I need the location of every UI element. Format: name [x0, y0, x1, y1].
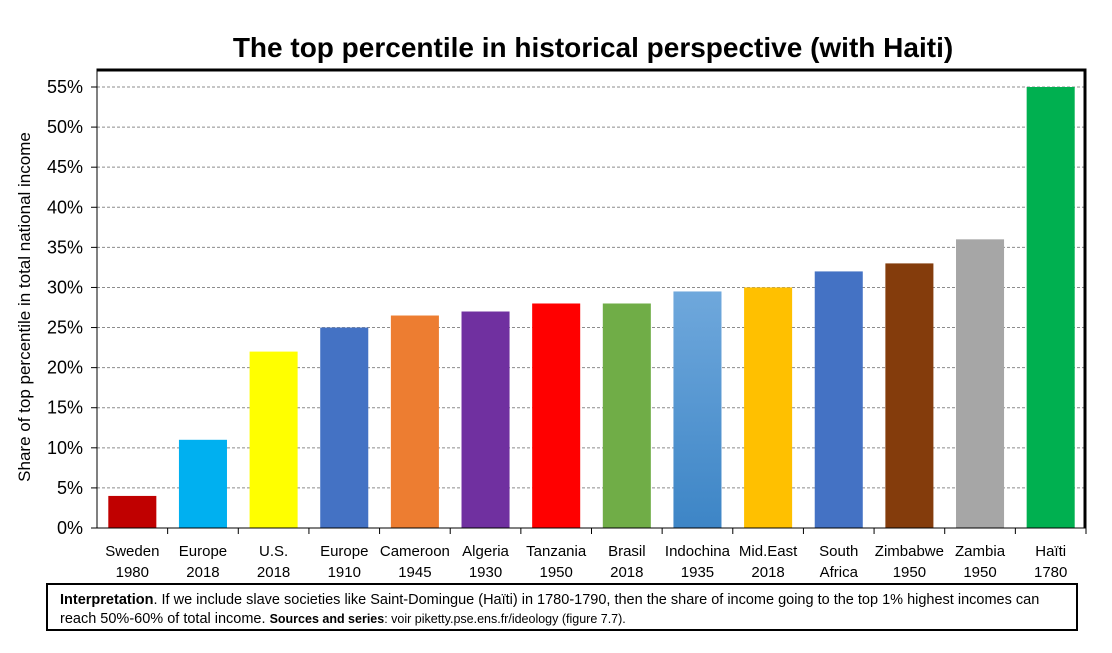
x-category-label: Cameroon	[380, 543, 450, 560]
x-category-label: Tanzania	[526, 543, 587, 560]
interpretation-text: . If we include slave societies like Sai…	[60, 592, 1040, 627]
x-category-sublabel: 1950	[893, 564, 926, 581]
x-category-label: Sweden	[105, 543, 159, 560]
interpretation-label: Interpretation	[60, 592, 154, 608]
x-category-sublabel: 1910	[328, 564, 361, 581]
bar	[1026, 87, 1075, 528]
y-tick-label: 40%	[47, 197, 83, 217]
x-category-sublabel: 2018	[257, 564, 290, 581]
x-category-label: Zambia	[955, 543, 1006, 560]
y-tick-label: 25%	[47, 318, 83, 338]
y-tick-label: 35%	[47, 237, 83, 257]
interpretation-note: Interpretation. If we include slave soci…	[46, 583, 1078, 631]
y-axis-title: Share of top percentile in total nationa…	[15, 132, 34, 482]
bar	[320, 327, 369, 528]
bar	[673, 291, 722, 528]
x-category-label: Brasil	[608, 543, 646, 560]
y-tick-labels: 0% 5% 10% 15% 20% 25% 30% 35% 40% 45% 50% 55%	[47, 77, 97, 538]
x-category-sublabel: 1950	[539, 564, 572, 581]
grid-lines	[97, 86, 1086, 489]
x-category-label: Europe	[320, 543, 368, 560]
x-category-sublabel: Africa	[820, 564, 859, 581]
x-category-label: Algeria	[462, 543, 509, 560]
x-category-label: Mid.East	[739, 543, 798, 560]
bar	[956, 239, 1005, 528]
x-category-sublabel: 2018	[186, 564, 219, 581]
bar	[108, 495, 157, 528]
y-tick-label: 5%	[57, 478, 83, 498]
bar	[744, 287, 793, 528]
y-tick-label: 20%	[47, 358, 83, 378]
x-category-label: South	[819, 543, 858, 560]
x-category-label: Indochina	[665, 543, 731, 560]
bar	[178, 439, 227, 528]
y-tick-label: 55%	[47, 77, 83, 97]
bar	[532, 303, 581, 528]
x-category-label: Haïti	[1035, 543, 1066, 560]
bar	[249, 351, 298, 528]
x-category-label: Europe	[179, 543, 227, 560]
x-category-sublabel: 2018	[751, 564, 784, 581]
x-category-sublabel: 1935	[681, 564, 714, 581]
y-tick-label: 50%	[47, 117, 83, 137]
x-category-sublabel: 1780	[1034, 564, 1067, 581]
sources-label: Sources and series	[269, 612, 385, 626]
x-category-label: Zimbabwe	[875, 543, 944, 560]
bar	[814, 271, 863, 528]
x-category-sublabel: 1980	[116, 564, 149, 581]
sources-text: : voir piketty.pse.ens.fr/ideology (figu…	[384, 612, 626, 626]
axes	[96, 68, 1087, 529]
x-category-labels: Sweden 1980 Europe 2018 U.S. 2018 Europe 1910 Ca…	[105, 528, 1087, 581]
y-tick-label: 30%	[47, 277, 83, 297]
x-category-sublabel: 1950	[963, 564, 996, 581]
bar	[390, 315, 439, 528]
x-category-sublabel: 1930	[469, 564, 502, 581]
bar	[602, 303, 651, 528]
bar	[461, 311, 510, 528]
chart-title: The top percentile in historical perspec…	[232, 32, 954, 63]
bar	[885, 263, 934, 528]
plot-frame	[96, 68, 1087, 529]
x-category-sublabel: 2018	[610, 564, 643, 581]
x-category-sublabel: 1945	[398, 564, 431, 581]
y-tick-label: 10%	[47, 438, 83, 458]
y-tick-label: 45%	[47, 157, 83, 177]
x-category-label: U.S.	[259, 543, 288, 560]
y-tick-label: 0%	[57, 518, 83, 538]
y-tick-label: 15%	[47, 398, 83, 418]
bars	[108, 87, 1075, 528]
